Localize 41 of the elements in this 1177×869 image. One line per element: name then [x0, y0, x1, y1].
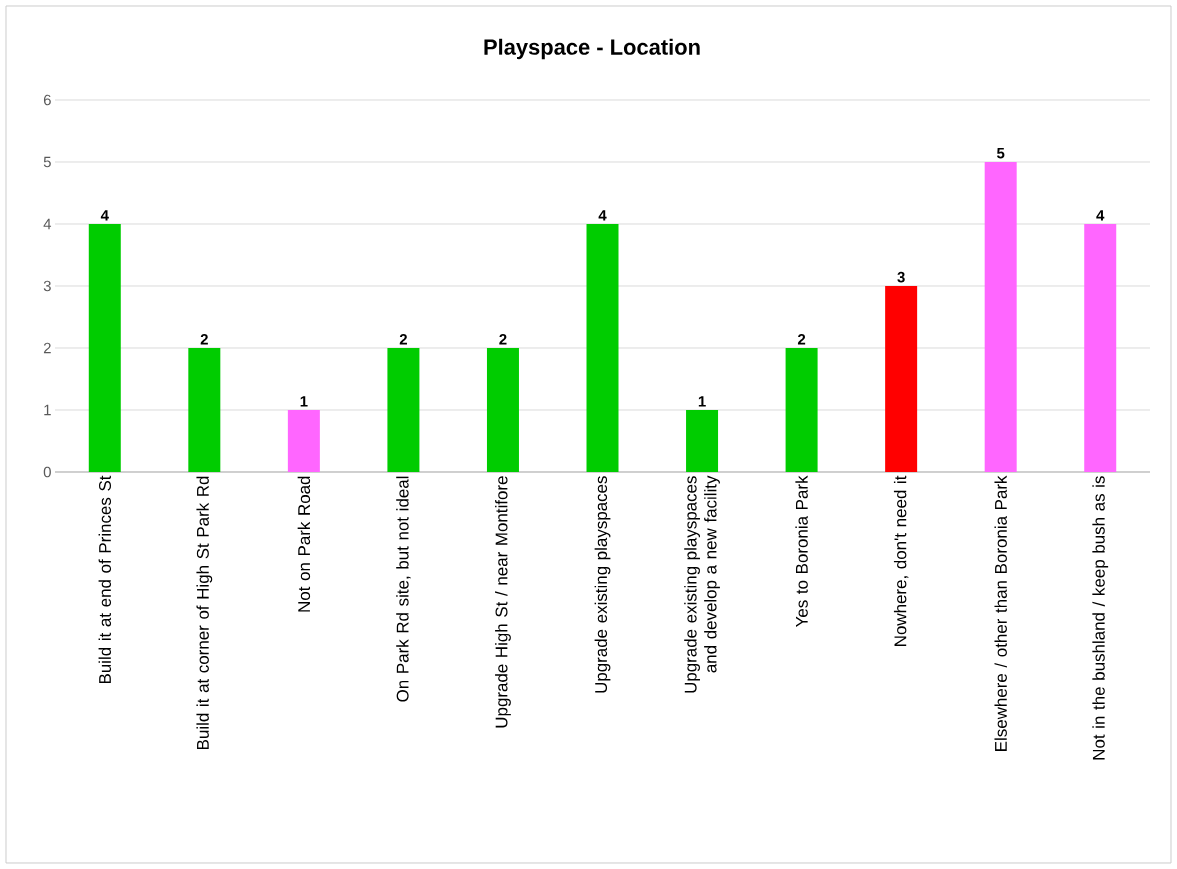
x-tick-label: Upgrade existing playspaces and develop a new facility	[684, 475, 720, 693]
bar	[88, 223, 121, 472]
x-tick-label: Not in the bushland / keep bush as is	[1092, 476, 1109, 760]
data-label: 1	[300, 396, 308, 407]
bar	[188, 347, 221, 472]
x-tick-label: On Park Rd site, but not ideal	[396, 476, 411, 702]
y-tick-label: 0	[43, 466, 51, 478]
chart-title: Playspace - Location	[484, 38, 700, 60]
x-tick-label: Elsewhere / other than Boronia Park	[994, 475, 1007, 751]
y-tick-label: 2	[43, 342, 51, 354]
data-label: 4	[100, 210, 109, 221]
x-tick-label: Upgrade existing playspaces	[594, 476, 611, 693]
data-label: 2	[200, 334, 208, 345]
x-tick-label: Nowhere, don't need it	[893, 475, 909, 646]
bar	[586, 223, 619, 472]
x-tick-label: Build it at end of Princes St	[98, 475, 112, 684]
bar	[1084, 223, 1117, 472]
bar	[885, 285, 918, 472]
data-label: 4	[598, 210, 607, 221]
data-label: 3	[897, 271, 905, 283]
y-tick-label: 5	[43, 156, 51, 168]
x-tick-label: Upgrade High St / near Montifore	[495, 476, 511, 728]
y-tick-label: 3	[43, 280, 51, 292]
data-label: 4	[1096, 210, 1105, 221]
x-tick-label: Not on Park Road	[297, 476, 311, 612]
y-tick-label: 6	[43, 94, 51, 106]
x-tick-label: Build it at corner of High St Park Rd	[196, 476, 213, 749]
data-label: 2	[499, 334, 507, 345]
data-label: 5	[996, 148, 1005, 159]
data-label: 2	[399, 334, 407, 345]
data-label: 1	[698, 396, 706, 407]
y-tick-label: 1	[44, 404, 51, 416]
bar	[785, 347, 818, 472]
data-label: 2	[797, 334, 806, 345]
bar	[486, 347, 519, 472]
bar	[686, 409, 719, 472]
x-tick-label: Yes to Boronia Park	[795, 475, 808, 628]
bar	[984, 161, 1017, 472]
bar	[387, 347, 420, 472]
bar	[287, 409, 320, 472]
y-tick-label: 4	[43, 218, 52, 230]
